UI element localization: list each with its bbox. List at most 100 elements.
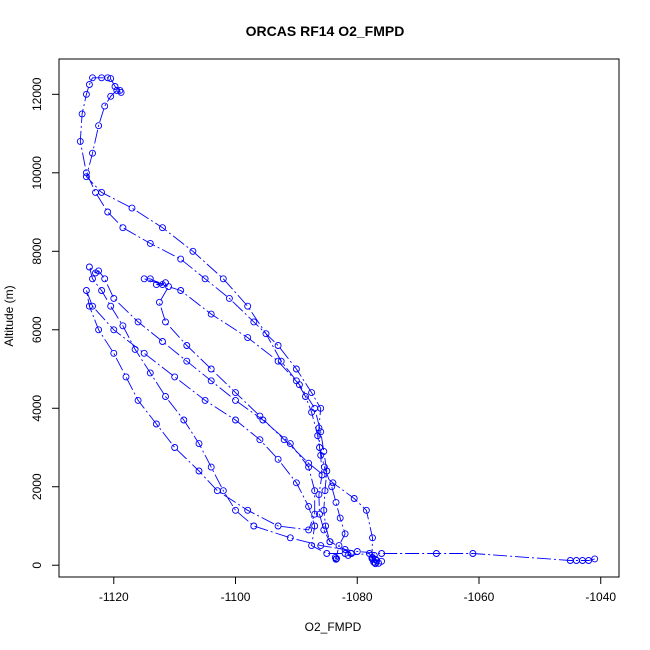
- data-point: [119, 322, 127, 330]
- data-point: [201, 275, 209, 283]
- data-point: [316, 444, 323, 451]
- data-point: [469, 550, 477, 557]
- data-point: [353, 548, 361, 555]
- x-tick-label: -1080: [342, 590, 373, 604]
- x-tick-label: -1060: [464, 590, 495, 604]
- data-point: [332, 555, 340, 563]
- data-point: [308, 542, 316, 550]
- x-axis-label: O2_FMPD: [305, 620, 362, 634]
- data-point: [183, 342, 191, 349]
- data-point: [155, 298, 163, 306]
- data-point: [95, 267, 103, 275]
- data-point: [250, 522, 258, 530]
- data-point: [107, 92, 115, 100]
- data-point: [89, 149, 96, 157]
- data-point: [140, 349, 148, 357]
- data-point: [128, 204, 136, 212]
- data-point: [111, 83, 119, 90]
- data-point: [341, 550, 349, 557]
- data-point: [316, 510, 323, 518]
- data-point: [177, 255, 185, 263]
- plot-frame: [58, 58, 620, 578]
- data-point: [232, 389, 239, 397]
- data-point: [159, 338, 166, 345]
- data-point: [244, 506, 252, 514]
- x-tick-label: -1120: [99, 590, 129, 604]
- data-point: [432, 550, 440, 557]
- data-point: [92, 188, 99, 196]
- data-point: [311, 510, 319, 518]
- data-point: [315, 491, 323, 499]
- y-tick-label: 0: [30, 562, 44, 569]
- data-point: [107, 75, 115, 83]
- data-point: [189, 247, 197, 255]
- data-point: [341, 530, 349, 538]
- data-point: [104, 74, 112, 82]
- y-tick-label: 6000: [30, 316, 44, 343]
- data-point: [89, 74, 96, 82]
- chart-title: ORCAS RF14 O2_FMPD: [246, 23, 405, 39]
- data-point: [110, 349, 118, 357]
- data-point: [107, 302, 115, 310]
- data-point: [98, 287, 106, 294]
- data-point: [320, 463, 328, 471]
- data-point: [302, 393, 309, 400]
- y-tick-label: 8000: [30, 238, 44, 265]
- series-layer: [76, 74, 599, 568]
- data-point: [225, 294, 233, 302]
- data-point: [152, 420, 160, 428]
- data-point: [82, 90, 90, 98]
- data-point: [134, 318, 142, 326]
- y-tick-label: 2000: [30, 473, 44, 500]
- data-point: [207, 377, 215, 385]
- data-point: [113, 86, 121, 94]
- data-point: [372, 560, 379, 568]
- data-point: [116, 86, 124, 94]
- data-point: [321, 487, 329, 495]
- data-point: [89, 302, 96, 310]
- data-point: [305, 463, 313, 471]
- data-point: [117, 88, 125, 96]
- series-2: [140, 275, 386, 568]
- data-point: [207, 310, 215, 318]
- data-point: [95, 326, 103, 334]
- data-point: [101, 102, 109, 110]
- data-point: [177, 287, 185, 294]
- data-point: [308, 389, 316, 397]
- data-point: [311, 487, 319, 495]
- data-point: [329, 479, 337, 487]
- y-axis-label: Altitude (m): [2, 285, 16, 346]
- data-point: [110, 294, 118, 302]
- data-point: [323, 550, 331, 557]
- data-point: [146, 369, 154, 377]
- data-point: [82, 287, 90, 294]
- data-point: [76, 137, 84, 145]
- data-point: [320, 447, 328, 455]
- data-point: [78, 110, 86, 118]
- data-point: [159, 224, 166, 232]
- data-point: [378, 557, 386, 565]
- data-point: [335, 542, 343, 550]
- data-point: [85, 263, 93, 271]
- y-tick-label: 10000: [30, 156, 44, 190]
- data-point: [336, 514, 344, 522]
- data-point: [110, 326, 118, 334]
- data-point: [244, 334, 252, 342]
- data-point: [232, 416, 239, 424]
- data-point: [274, 342, 282, 349]
- data-point: [566, 557, 574, 564]
- data-point: [262, 330, 270, 338]
- data-point: [274, 522, 282, 530]
- data-point: [280, 436, 288, 444]
- data-point: [232, 506, 239, 514]
- data-point: [122, 373, 130, 381]
- data-point: [244, 302, 252, 310]
- data-point: [311, 522, 319, 530]
- data-point: [119, 224, 127, 232]
- series-3: [82, 263, 599, 564]
- y-tick-label: 12000: [30, 77, 44, 111]
- data-point: [317, 542, 325, 550]
- data-point: [369, 534, 376, 542]
